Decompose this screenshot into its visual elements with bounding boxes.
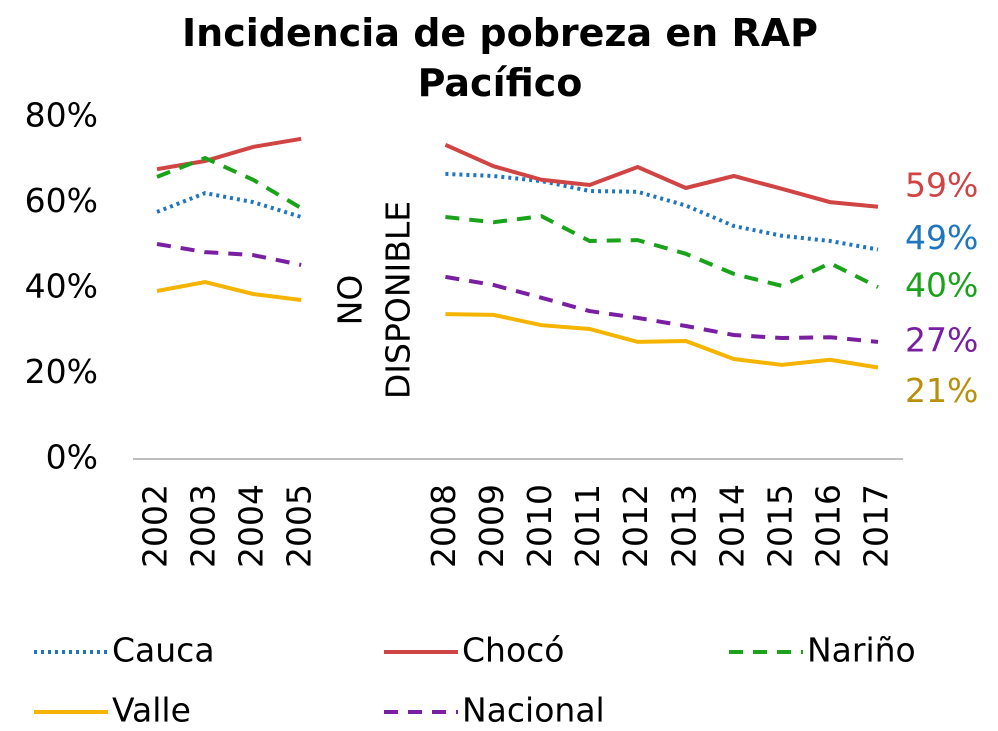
x-tick-label: 2010 bbox=[520, 484, 559, 568]
annotation: DISPONIBLE bbox=[379, 201, 418, 399]
x-tick-label: 2003 bbox=[184, 484, 223, 568]
x-tick-label: 2017 bbox=[857, 484, 896, 568]
series-line bbox=[156, 242, 879, 344]
legend-label: Chocó bbox=[462, 631, 564, 670]
x-tick-label: 2016 bbox=[808, 484, 847, 568]
legend-label: Valle bbox=[112, 691, 191, 728]
legend-label: Nacional bbox=[462, 691, 605, 728]
y-tick-label: 0% bbox=[46, 438, 98, 477]
x-tick-label: 2012 bbox=[616, 484, 655, 568]
y-tick-label: 80% bbox=[25, 96, 98, 135]
data-label: 40% bbox=[905, 266, 978, 305]
y-tick-label: 40% bbox=[25, 267, 98, 306]
x-tick-label: 2008 bbox=[424, 484, 463, 568]
x-tick-label: 2014 bbox=[712, 484, 751, 568]
data-label: 21% bbox=[905, 371, 978, 410]
data-label: 49% bbox=[905, 218, 978, 257]
annotation: NO bbox=[331, 275, 370, 326]
x-tick-label: 2011 bbox=[568, 484, 607, 568]
legend-label: Nariño bbox=[807, 631, 916, 670]
x-tick-label: 2002 bbox=[136, 484, 175, 568]
series-line bbox=[156, 136, 879, 209]
y-tick-label: 60% bbox=[25, 181, 98, 220]
series-line bbox=[156, 279, 879, 370]
x-tick-label: 2005 bbox=[280, 484, 319, 568]
x-tick-label: 2004 bbox=[232, 484, 271, 568]
x-tick-label: 2013 bbox=[664, 484, 703, 568]
x-tick-label: 2009 bbox=[472, 484, 511, 568]
y-tick-label: 20% bbox=[25, 352, 98, 391]
series-line bbox=[156, 171, 879, 252]
chart-title: Incidencia de pobreza en RAP Pacífico bbox=[182, 11, 818, 105]
series-line bbox=[156, 155, 879, 289]
legend-label: Cauca bbox=[112, 631, 215, 670]
data-label: 27% bbox=[905, 320, 978, 359]
x-tick-label: 2015 bbox=[760, 484, 799, 568]
data-label: 59% bbox=[905, 165, 978, 204]
